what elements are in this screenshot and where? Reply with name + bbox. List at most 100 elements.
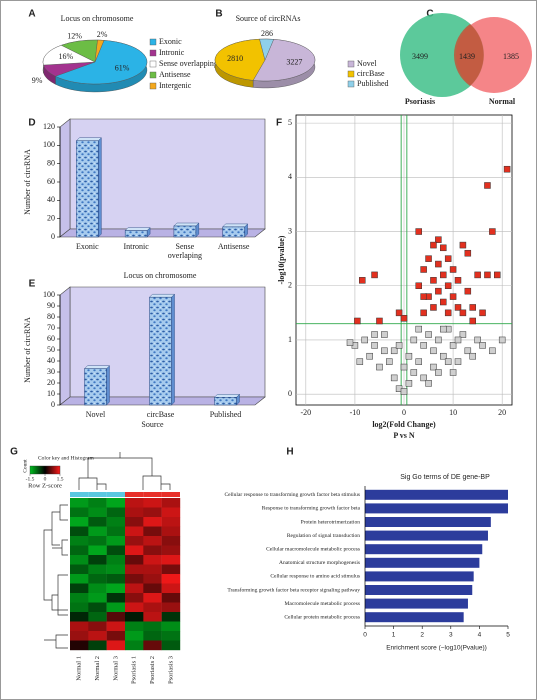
point <box>381 347 388 355</box>
point <box>420 374 427 382</box>
x-tick-label: 10 <box>449 408 457 417</box>
point <box>449 342 457 349</box>
data-label: 12% <box>67 31 82 40</box>
heat-cell <box>143 517 162 527</box>
heat-cell <box>125 498 144 508</box>
panel-letter: D <box>28 118 35 129</box>
legend-label: Intronic <box>159 48 185 57</box>
data-label: 16% <box>58 52 73 61</box>
heat-cell <box>125 507 144 518</box>
point <box>430 363 437 371</box>
bar <box>365 598 468 609</box>
point <box>484 271 491 279</box>
heat-cell <box>70 564 89 575</box>
heat-cell <box>88 583 107 594</box>
heat-cell <box>143 536 162 546</box>
heat-cell <box>70 593 89 603</box>
bar-top <box>84 365 110 369</box>
heat-cell <box>70 574 89 584</box>
y-tick-label: 20 <box>47 378 55 387</box>
heat-cell <box>143 602 162 613</box>
point <box>444 255 452 262</box>
heat-cell <box>143 555 162 565</box>
x-tick-label: Novel <box>86 410 106 419</box>
column-group <box>143 492 162 497</box>
legend-swatch <box>149 49 157 57</box>
region-count: 1439 <box>459 52 475 61</box>
side-wall <box>59 286 71 406</box>
heat-cell <box>106 621 126 632</box>
point <box>430 347 437 355</box>
point <box>371 342 378 349</box>
heat-cell <box>161 507 181 518</box>
heat-cell <box>125 555 144 565</box>
category-label: Transforming growth factor beta receptor… <box>227 586 360 593</box>
x-tick-label: -20 <box>300 408 311 417</box>
slice <box>94 39 105 63</box>
point <box>415 228 422 235</box>
key-tick-label: -1.5 <box>26 476 35 482</box>
heat-cell <box>106 602 126 613</box>
heat-cell <box>143 574 162 584</box>
x-tick-label: Exonic <box>76 242 99 251</box>
x-tick-label: circBase <box>147 410 175 419</box>
heat-cell <box>88 498 107 508</box>
heat-cell <box>125 574 144 584</box>
point <box>361 336 368 344</box>
point <box>435 336 442 344</box>
heat-cell <box>70 507 89 518</box>
point <box>435 236 442 243</box>
point <box>454 277 462 284</box>
panel-letter: A <box>28 9 35 20</box>
x-tick-label: Antisense <box>218 242 250 251</box>
heat-cell <box>70 640 89 651</box>
point <box>494 271 501 279</box>
heat-cell <box>70 602 89 613</box>
bar <box>365 489 508 500</box>
y-tick-label: 0 <box>51 400 55 409</box>
heat-cell <box>88 574 107 584</box>
point <box>449 266 457 273</box>
heat-cell <box>88 545 107 556</box>
panel-letter: F <box>276 118 282 129</box>
panel-letter: B <box>215 9 222 20</box>
heat-cell <box>143 583 162 594</box>
slice <box>259 38 274 61</box>
heat-cell <box>88 564 107 575</box>
heat-cell <box>161 545 181 556</box>
region-count: 1385 <box>503 52 519 61</box>
heat-cell <box>70 526 89 537</box>
y-tick-label: 80 <box>47 312 55 321</box>
point <box>479 342 486 349</box>
heat-cell <box>161 564 181 575</box>
heat-cell <box>106 574 126 584</box>
heat-cell <box>143 526 162 537</box>
point <box>469 304 476 311</box>
point <box>474 271 481 279</box>
point <box>440 271 447 279</box>
heat-cell <box>143 498 162 508</box>
y-tick-label: 0 <box>51 232 55 241</box>
x-axis-label: Enrichment score (−log10(Pvalue)) <box>386 645 487 652</box>
heat-cell <box>88 526 107 537</box>
heat-cell <box>70 612 89 622</box>
point <box>440 325 447 333</box>
bar <box>76 140 99 238</box>
heat-cell <box>143 593 162 603</box>
legend-swatch <box>149 82 157 90</box>
bar <box>214 397 237 406</box>
heat-cell <box>88 602 107 613</box>
heat-cell <box>125 602 144 613</box>
point <box>444 309 452 317</box>
panel-letter: H <box>286 447 293 458</box>
overlap <box>453 24 484 86</box>
data-label: 9% <box>32 76 43 85</box>
data-label: 2810 <box>227 54 243 63</box>
heat-cell <box>161 602 181 613</box>
heat-cell <box>88 517 107 527</box>
data-label: 286 <box>261 29 273 38</box>
heat-cell <box>106 583 126 594</box>
region-count: 3499 <box>412 52 428 61</box>
y-tick-label: 3 <box>288 226 292 235</box>
